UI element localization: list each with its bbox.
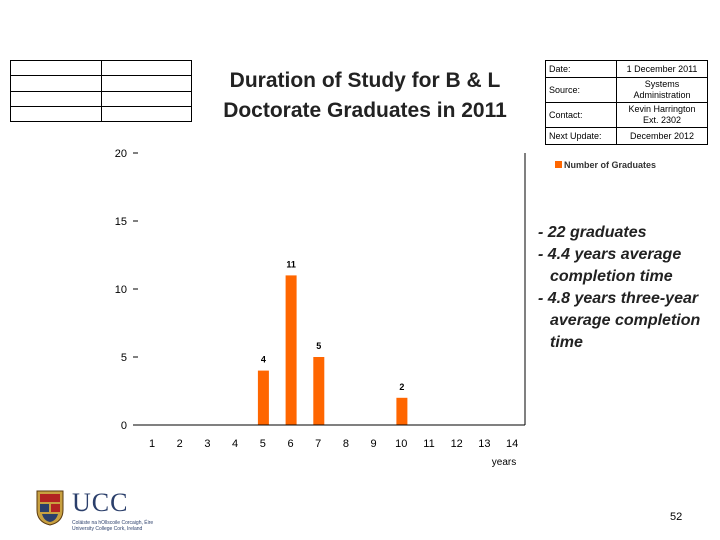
note-item: - 22 graduates [538,224,647,241]
y-tick-label: 10 [115,284,127,296]
x-tick-label: 11 [423,438,434,450]
note-item: - 4.4 years average completion time [538,246,682,285]
x-tick-label: 2 [177,438,183,450]
data-label: 2 [399,382,404,392]
logo-subtitle-irish: Coláiste na hOllscoile Corcaigh, Éire [72,520,154,526]
bar [285,275,297,425]
info-value: December 2012 [616,127,708,145]
logo-subtitle-english: University College Cork, Ireland [72,526,143,532]
ucc-logo: UCC Coláiste na hOllscoile Corcaigh, Éir… [36,488,216,536]
data-label: 5 [316,341,321,351]
legend-label: Number of Graduates [564,160,657,170]
chart-legend: Number of Graduates [555,160,675,171]
bar [396,397,408,425]
y-tick-label: 0 [121,420,127,432]
page-number: 52 [670,511,683,523]
info-value: 1 December 2011 [616,60,708,78]
data-label: 11 [286,259,296,269]
x-tick-label: 7 [315,438,321,450]
x-tick-label: 13 [478,438,490,450]
x-tick-label: 5 [260,438,266,450]
logo-text: UCC [72,488,129,517]
info-key: Next Update: [545,127,617,145]
info-row-date: Date: 1 December 2011 [545,60,708,78]
info-value: Kevin Harrington Ext. 2302 [616,102,708,128]
legend-swatch [555,161,562,168]
x-tick-label: 4 [232,438,238,450]
y-tick-label: 15 [115,216,127,228]
x-tick-label: 8 [343,438,349,450]
info-key: Date: [545,60,617,78]
x-tick-label: 10 [395,438,407,450]
y-tick-label: 5 [121,352,127,364]
x-tick-label: 9 [371,438,377,450]
x-tick-label: 3 [204,438,210,450]
summary-notes: - 22 graduates - 4.4 years average compl… [538,222,718,354]
info-key: Source: [545,77,617,103]
note-item: - 4.8 years three-year average completio… [538,290,701,351]
x-tick-label: 14 [506,438,518,450]
info-table: Date: 1 December 2011 Source: Systems Ad… [545,60,708,145]
blank-grid-table [10,59,192,123]
data-label: 4 [261,355,266,365]
info-row-contact: Contact: Kevin Harrington Ext. 2302 [545,102,708,128]
page-title: Duration of Study for B & L Doctorate Gr… [223,69,507,122]
x-axis-title: years [492,457,516,468]
x-tick-label: 12 [451,438,463,450]
info-value: Systems Administration [616,77,708,103]
x-tick-label: 6 [287,438,293,450]
y-tick-label: 20 [115,148,127,160]
crest-icon [36,490,64,526]
info-key: Contact: [545,102,617,128]
bar [313,357,325,425]
bar [257,370,269,425]
info-row-source: Source: Systems Administration [545,77,708,103]
info-row-next-update: Next Update: December 2012 [545,127,708,145]
x-tick-label: 1 [149,438,155,450]
